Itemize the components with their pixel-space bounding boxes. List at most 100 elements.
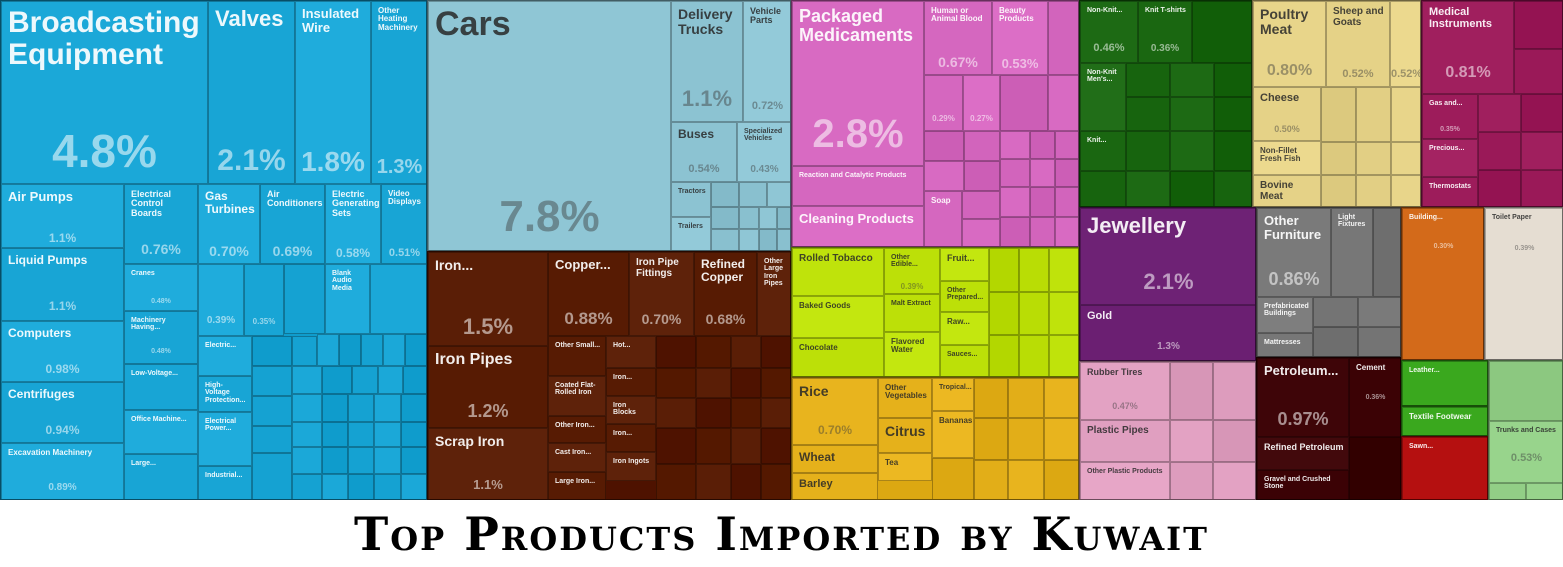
treemap-cell-delivery-trucks[interactable]: Delivery Trucks 1.1%	[671, 1, 743, 122]
treemap-cell-insulated-wire[interactable]: Insulated Wire 1.8%	[295, 1, 371, 184]
treemap-cell-rubber-tires[interactable]: Rubber Tires 0.47%	[1080, 362, 1170, 420]
treemap-cell-other-large-iron-pipes[interactable]: Other Large Iron Pipes	[757, 252, 790, 336]
treemap-cell-gas-and[interactable]: Gas and... 0.35%	[1422, 94, 1478, 139]
treemap-cell-other-edible[interactable]: Other Edible... 0.39%	[884, 248, 940, 294]
treemap-cell-knit-t-shirts[interactable]: Knit T-shirts 0.36%	[1138, 1, 1192, 63]
treemap-cell-tractors[interactable]: Tractors	[671, 182, 711, 217]
treemap-cell-other-vegetables[interactable]: Other Vegetables	[878, 378, 932, 418]
treemap-cell-knit[interactable]: Knit...	[1080, 131, 1126, 171]
treemap-cell-electric-generating-sets[interactable]: Electric Generating Sets 0.58%	[325, 184, 381, 264]
treemap-cell-other-small[interactable]: Other Small...	[548, 336, 606, 376]
treemap-cell-hot[interactable]: Hot...	[606, 336, 656, 368]
treemap-cell-refined-copper[interactable]: Refined Copper 0.68%	[694, 252, 757, 336]
treemap-cell-low-voltage[interactable]: Low-Voltage...	[124, 364, 198, 410]
treemap-cell-excavation-machinery[interactable]: Excavation Machinery 0.89%	[1, 443, 124, 499]
treemap-cell-value-0-27[interactable]: 0.27%	[963, 75, 1000, 131]
treemap-cell-beauty-products[interactable]: Beauty Products 0.53%	[992, 1, 1048, 75]
treemap-cell-buses[interactable]: Buses 0.54%	[671, 122, 737, 182]
treemap-cell-bananas[interactable]: Bananas	[932, 411, 974, 458]
treemap-cell-broadcasting-equipment[interactable]: Broadcasting Equipment 4.8%	[1, 1, 208, 184]
treemap-cell-light-fixtures[interactable]: Light Fixtures	[1331, 208, 1373, 297]
treemap-cell-cleaning-products[interactable]: Cleaning Products	[792, 206, 924, 246]
treemap-cell-trailers[interactable]: Trailers	[671, 217, 711, 250]
treemap-cell-soap[interactable]: Soap	[924, 191, 962, 246]
treemap-cell-electric[interactable]: Electric...	[198, 336, 252, 376]
treemap-cell-iron-blocks[interactable]: Iron Blocks	[606, 396, 656, 424]
treemap-cell-mattresses[interactable]: Mattresses	[1257, 333, 1313, 356]
treemap-cell-non-knit[interactable]: Non-Knit... 0.46%	[1080, 1, 1138, 63]
treemap-cell-centrifuges[interactable]: Centrifuges 0.94%	[1, 382, 124, 443]
treemap-cell-baked-goods[interactable]: Baked Goods	[792, 296, 884, 338]
treemap-cell-machinery-having[interactable]: Machinery Having... 0.48%	[124, 311, 198, 364]
treemap-cell-sawn[interactable]: Sawn...	[1402, 437, 1487, 499]
treemap-cell-poultry-meat[interactable]: Poultry Meat 0.80%	[1253, 1, 1326, 87]
treemap-cell-gold[interactable]: Gold 1.3%	[1080, 305, 1255, 360]
treemap-cell-valves[interactable]: Valves 2.1%	[208, 1, 295, 184]
treemap-cell-large-iron[interactable]: Large Iron...	[548, 472, 606, 499]
treemap-cell-cheese[interactable]: Cheese 0.50%	[1253, 87, 1321, 141]
treemap-cell-leather[interactable]: Leather...	[1402, 361, 1487, 405]
treemap-cell-high-voltage-protection[interactable]: High-Voltage Protection...	[198, 376, 252, 412]
treemap-cell-blank-audio-media[interactable]: Blank Audio Media	[325, 264, 370, 334]
treemap-cell-packaged-medicaments[interactable]: Packaged Medicaments 2.8%	[792, 1, 924, 166]
treemap-cell-prefabricated-buildings[interactable]: Prefabricated Buildings	[1257, 297, 1313, 333]
treemap-cell-vehicle-parts[interactable]: Vehicle Parts 0.72%	[743, 1, 790, 122]
treemap-cell-jewellery[interactable]: Jewellery 2.1%	[1080, 208, 1255, 305]
treemap-cell-tropical[interactable]: Tropical...	[932, 378, 974, 411]
treemap-cell-cranes[interactable]: Cranes 0.48%	[124, 264, 198, 311]
treemap-cell-trunks-and-cases[interactable]: Trunks and Cases 0.53%	[1489, 421, 1562, 483]
treemap-cell-tea[interactable]: Tea	[878, 453, 932, 481]
treemap-cell-textile-footwear[interactable]: Textile Footwear	[1402, 407, 1487, 435]
treemap-cell-office-machine[interactable]: Office Machine...	[124, 410, 198, 454]
treemap-cell-other-plastic-products[interactable]: Other Plastic Products	[1080, 462, 1170, 499]
treemap-cell-wheat[interactable]: Wheat	[792, 445, 878, 473]
treemap-cell-cast-iron[interactable]: Cast Iron...	[548, 443, 606, 472]
treemap-cell-refined-petroleum[interactable]: Refined Petroleum	[1257, 437, 1349, 470]
treemap-cell-value-0-29[interactable]: 0.29%	[924, 75, 963, 131]
treemap-cell-non-knit-men-s[interactable]: Non-Knit Men's...	[1080, 63, 1126, 131]
treemap-cell-value-0-35[interactable]: 0.35%	[244, 264, 284, 336]
treemap-cell-thermostats[interactable]: Thermostats	[1422, 177, 1478, 206]
treemap-cell-building[interactable]: Building... 0.30%	[1402, 208, 1483, 359]
treemap-cell-barley[interactable]: Barley	[792, 473, 878, 499]
treemap-cell-iron-pipes[interactable]: Iron Pipes 1.2%	[428, 346, 548, 428]
treemap-cell-medical-instruments[interactable]: Medical Instruments 0.81%	[1422, 1, 1514, 94]
treemap-cell-other-furniture[interactable]: Other Furniture 0.86%	[1257, 208, 1331, 297]
treemap-cell-other-heating-machinery[interactable]: Other Heating Machinery 1.3%	[371, 1, 426, 184]
treemap-cell-cement[interactable]: Cement 0.36%	[1349, 358, 1400, 437]
treemap-cell-computers[interactable]: Computers 0.98%	[1, 321, 124, 382]
treemap-cell-air-conditioners[interactable]: Air Conditioners 0.69%	[260, 184, 325, 264]
treemap-cell-chocolate[interactable]: Chocolate	[792, 338, 884, 376]
treemap-cell-iron-pipe-fittings[interactable]: Iron Pipe Fittings 0.70%	[629, 252, 694, 336]
treemap-cell-gravel-and-crushed-stone[interactable]: Gravel and Crushed Stone	[1257, 470, 1349, 499]
treemap-cell-fruit[interactable]: Fruit...	[940, 248, 989, 281]
treemap-cell-raw[interactable]: Raw...	[940, 312, 989, 345]
treemap-cell-iron[interactable]: Iron...	[606, 368, 656, 396]
treemap-cell-specialized-vehicles[interactable]: Specialized Vehicles 0.43%	[737, 122, 790, 182]
treemap-cell-coated-flat-rolled-iron[interactable]: Coated Flat-Rolled Iron	[548, 376, 606, 416]
treemap-cell-electrical-control-boards[interactable]: Electrical Control Boards 0.76%	[124, 184, 198, 264]
treemap-cell-cars[interactable]: Cars 7.8%	[428, 1, 671, 250]
treemap-cell-precious[interactable]: Precious...	[1422, 139, 1478, 177]
treemap-cell-bovine-meat[interactable]: Bovine Meat	[1253, 175, 1321, 206]
treemap-cell-iron-ingots[interactable]: Iron Ingots	[606, 452, 656, 481]
treemap-cell-rice[interactable]: Rice 0.70%	[792, 378, 878, 445]
treemap-cell-scrap-iron[interactable]: Scrap Iron 1.1%	[428, 428, 548, 499]
treemap-cell-sheep-and-goats[interactable]: Sheep and Goats 0.52%	[1326, 1, 1390, 87]
treemap-cell-iron[interactable]: Iron...	[606, 424, 656, 452]
treemap-cell-citrus[interactable]: Citrus	[878, 418, 932, 453]
treemap-cell-video-displays[interactable]: Video Displays 0.51%	[381, 184, 426, 264]
treemap-cell-value-0-52[interactable]: 0.52%	[1390, 1, 1420, 87]
treemap-cell-sauces[interactable]: Sauces...	[940, 345, 989, 376]
treemap-cell-petroleum[interactable]: Petroleum... 0.97%	[1257, 358, 1349, 437]
treemap-cell-other-prepared[interactable]: Other Prepared...	[940, 281, 989, 312]
treemap-cell-iron[interactable]: Iron... 1.5%	[428, 252, 548, 346]
treemap-cell-liquid-pumps[interactable]: Liquid Pumps 1.1%	[1, 248, 124, 321]
treemap-cell-copper[interactable]: Copper... 0.88%	[548, 252, 629, 336]
treemap-cell-human-or-animal-blood[interactable]: Human or Animal Blood 0.67%	[924, 1, 992, 75]
treemap-cell-toilet-paper[interactable]: Toilet Paper 0.39%	[1485, 208, 1562, 359]
treemap-cell-electrical-power[interactable]: Electrical Power...	[198, 412, 252, 466]
treemap-cell-other-iron[interactable]: Other Iron...	[548, 416, 606, 443]
treemap-cell-malt-extract[interactable]: Malt Extract	[884, 294, 940, 332]
treemap-cell-non-fillet-fresh-fish[interactable]: Non-Fillet Fresh Fish	[1253, 141, 1321, 175]
